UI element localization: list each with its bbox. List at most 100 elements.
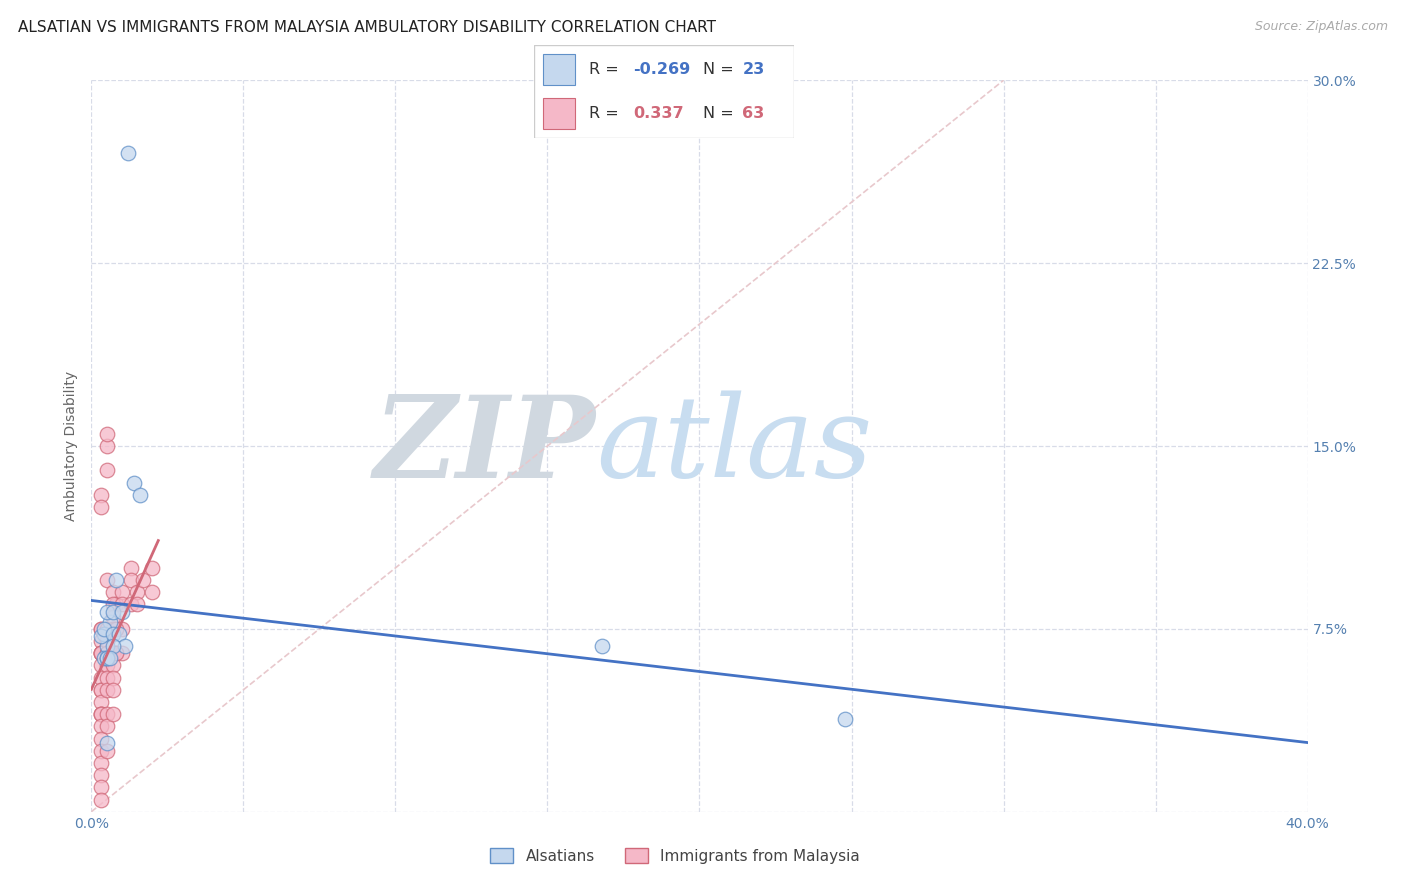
Point	[89, 671, 111, 685]
Point	[89, 646, 111, 660]
Point	[101, 605, 124, 619]
Bar	[543, 54, 575, 85]
Point	[101, 639, 124, 653]
Point	[834, 712, 856, 726]
Y-axis label: Ambulatory Disability: Ambulatory Disability	[63, 371, 77, 521]
Point	[120, 561, 142, 575]
Point	[104, 598, 127, 612]
Text: ALSATIAN VS IMMIGRANTS FROM MALAYSIA AMBULATORY DISABILITY CORRELATION CHART: ALSATIAN VS IMMIGRANTS FROM MALAYSIA AMB…	[18, 20, 716, 35]
Point	[111, 585, 134, 599]
Point	[107, 626, 129, 640]
Point	[96, 639, 118, 653]
Point	[101, 707, 124, 722]
Point	[96, 646, 118, 660]
Point	[96, 573, 118, 587]
Point	[96, 439, 118, 453]
Text: R =: R =	[589, 62, 619, 77]
Point	[96, 646, 118, 660]
Point	[111, 622, 134, 636]
Point	[89, 695, 111, 709]
Text: R =: R =	[589, 106, 619, 121]
Point	[89, 780, 111, 795]
Point	[141, 561, 163, 575]
Point	[96, 651, 118, 665]
Text: -0.269: -0.269	[633, 62, 690, 77]
Point	[89, 792, 111, 806]
Text: 23: 23	[742, 62, 765, 77]
Point	[96, 736, 118, 750]
Text: 63: 63	[742, 106, 765, 121]
Point	[93, 626, 115, 640]
Point	[89, 682, 111, 697]
Point	[96, 622, 118, 636]
Point	[125, 598, 148, 612]
Point	[96, 744, 118, 758]
Text: Source: ZipAtlas.com: Source: ZipAtlas.com	[1254, 20, 1388, 33]
Point	[101, 626, 124, 640]
Point	[101, 658, 124, 673]
Point	[89, 500, 111, 514]
Point	[101, 622, 124, 636]
Point	[89, 634, 111, 648]
Point	[96, 605, 118, 619]
Point	[96, 426, 118, 441]
Point	[111, 605, 134, 619]
Point	[89, 756, 111, 770]
Point	[96, 707, 118, 722]
Point	[111, 646, 134, 660]
Point	[104, 646, 127, 660]
Point	[98, 615, 121, 629]
Point	[89, 488, 111, 502]
Text: N =: N =	[703, 62, 734, 77]
Text: N =: N =	[703, 106, 734, 121]
Point	[101, 646, 124, 660]
Point	[89, 707, 111, 722]
Point	[93, 622, 115, 636]
Point	[104, 622, 127, 636]
Point	[89, 622, 111, 636]
Point	[89, 622, 111, 636]
Point	[89, 768, 111, 782]
Point	[89, 731, 111, 746]
Text: atlas: atlas	[596, 391, 873, 501]
Point	[89, 707, 111, 722]
Point	[89, 682, 111, 697]
Legend: Alsatians, Immigrants from Malaysia: Alsatians, Immigrants from Malaysia	[484, 842, 866, 870]
Point	[111, 598, 134, 612]
Point	[89, 646, 111, 660]
Point	[96, 719, 118, 733]
Point	[96, 682, 118, 697]
Point	[104, 573, 127, 587]
Point	[98, 651, 121, 665]
FancyBboxPatch shape	[534, 45, 794, 138]
Point	[93, 651, 115, 665]
Text: ZIP: ZIP	[374, 391, 596, 501]
Point	[89, 658, 111, 673]
Point	[89, 707, 111, 722]
Point	[96, 463, 118, 477]
Point	[120, 573, 142, 587]
Point	[89, 629, 111, 643]
Point	[101, 598, 124, 612]
Point	[96, 634, 118, 648]
Point	[141, 585, 163, 599]
Point	[104, 646, 127, 660]
Point	[89, 719, 111, 733]
Point	[114, 639, 136, 653]
Point	[96, 671, 118, 685]
Point	[96, 658, 118, 673]
Point	[101, 585, 124, 599]
Point	[125, 585, 148, 599]
Point	[122, 475, 145, 490]
Point	[591, 639, 613, 653]
Point	[96, 651, 118, 665]
Point	[101, 609, 124, 624]
Point	[89, 744, 111, 758]
Point	[129, 488, 152, 502]
Point	[101, 671, 124, 685]
Point	[120, 598, 142, 612]
Point	[117, 146, 139, 161]
Point	[89, 646, 111, 660]
Bar	[543, 98, 575, 129]
Text: 0.337: 0.337	[633, 106, 683, 121]
